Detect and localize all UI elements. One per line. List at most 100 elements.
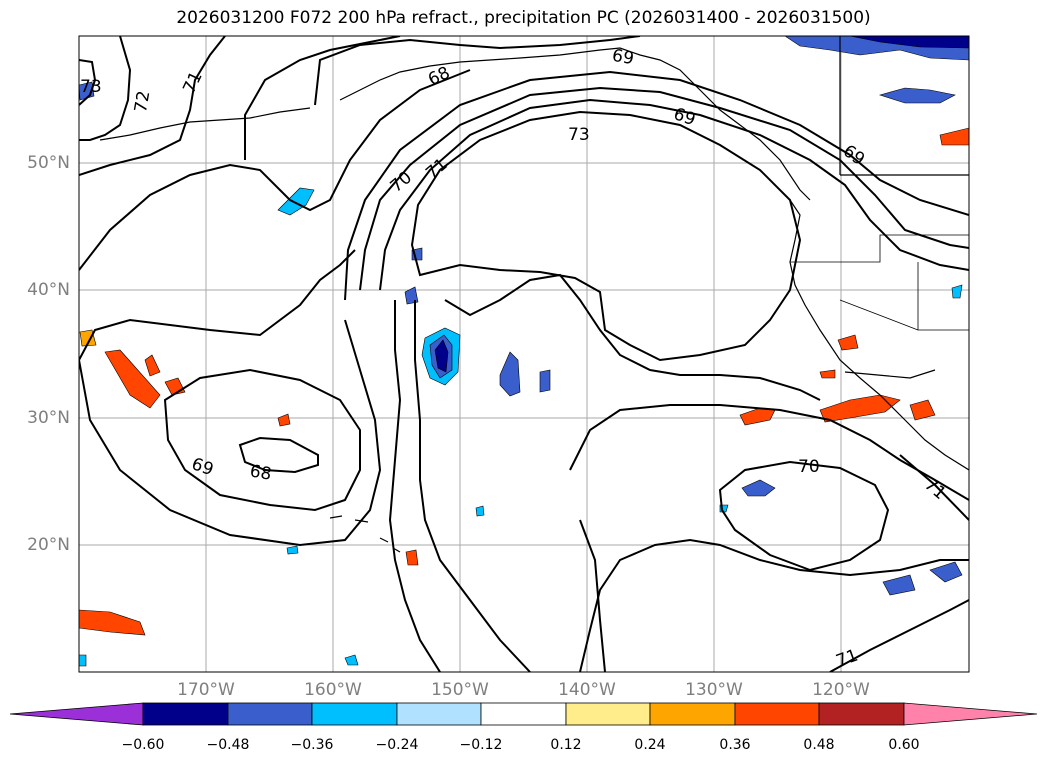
precip-area-e3 — [837, 334, 859, 351]
colorbar-segment — [480, 702, 567, 726]
latitude-label: 20°N — [27, 535, 70, 555]
coastline-west-na — [789, 199, 969, 471]
contour-line-68-west — [238, 436, 319, 474]
contour-line-71-center — [414, 300, 531, 672]
contour-line-70-south — [718, 460, 890, 572]
contour-label: 73 — [568, 125, 590, 145]
precip-area-e4 — [909, 399, 936, 421]
colorbar-segment — [818, 702, 905, 726]
border-us-mexico — [844, 369, 936, 379]
contour-label: 71 — [179, 68, 206, 96]
contour-line-71-south — [569, 404, 969, 501]
colorbar-segment — [649, 702, 736, 726]
precip-area-e — [539, 369, 551, 393]
contour-line-70-left — [79, 69, 471, 271]
precip-shading — [79, 36, 969, 667]
precip-area-e2 — [819, 394, 901, 423]
contour-label: 71 — [920, 475, 949, 504]
precip-area-ne-core — [849, 36, 969, 49]
contour-line-70-west-outer — [79, 319, 382, 547]
precip-area-ne-pos — [939, 127, 969, 146]
colorbar-tick-label: −0.60 — [121, 737, 165, 753]
precip-area-sw1 — [79, 609, 146, 636]
precip-area-c — [404, 286, 419, 305]
precip-area-a — [277, 187, 315, 216]
colorbar-tick-label: −0.24 — [375, 737, 419, 753]
contours — [79, 36, 969, 672]
precip-area-e6 — [741, 479, 776, 497]
precip-area-s5 — [286, 545, 299, 555]
contour-line-71-mid — [388, 300, 441, 672]
contour-line-71-bottom — [579, 519, 606, 672]
precip-area-w1 — [104, 349, 161, 409]
contour-label: 73 — [80, 77, 102, 97]
contour-line-69-top — [244, 36, 401, 160]
latitude-label: 30°N — [27, 408, 70, 428]
precip-area-e1 — [739, 407, 776, 426]
precip-area-w2 — [144, 354, 161, 377]
colorbar-segment-over — [903, 702, 1038, 726]
map-title: 2026031200 F072 200 hPa refract., precip… — [176, 8, 871, 28]
precip-area-s6 — [951, 284, 963, 299]
colorbar-segment — [311, 702, 398, 726]
latitude-label: 50°N — [27, 153, 70, 173]
contour-line-69-nw — [344, 70, 969, 301]
longitude-label: 170°W — [177, 680, 235, 700]
colorbar-segment — [227, 702, 313, 726]
precip-area-ne2 — [878, 87, 956, 104]
precip-area-s1 — [405, 549, 419, 566]
precip-area-w5 — [277, 413, 291, 427]
colorbar — [9, 702, 1038, 726]
colorbar-segment — [565, 702, 651, 726]
contour-line-68-top — [314, 36, 641, 106]
contour-label: 69 — [611, 46, 636, 69]
colorbar-tick-label: −0.12 — [459, 737, 503, 753]
contour-label: 72 — [131, 89, 154, 114]
map-frame — [78, 35, 970, 673]
longitude-label: 150°W — [431, 680, 489, 700]
precip-area-se2 — [929, 561, 963, 583]
border-states-3 — [839, 299, 919, 331]
coastline-aleutians — [99, 107, 311, 141]
contour-label: 68 — [248, 461, 273, 484]
colorbar-segment-under — [9, 702, 144, 726]
contour-line-71-left — [79, 36, 226, 176]
precip-area-s3 — [475, 505, 485, 517]
longitude-label: 130°W — [685, 680, 743, 700]
map-plot-area: 73 72 71 68 69 70 71 73 69 69 69 68 70 7… — [79, 36, 969, 672]
contour-line-69-west — [163, 368, 361, 512]
contour-line-72-left — [79, 36, 132, 141]
precip-area-d — [499, 351, 521, 397]
colorbar-segment — [734, 702, 820, 726]
colorbar-tick-label: 0.36 — [719, 737, 751, 753]
longitude-label: 120°W — [812, 680, 870, 700]
colorbar-tick-label: 0.24 — [634, 737, 666, 753]
colorbar-tick-label: 0.12 — [550, 737, 582, 753]
contour-line-73-inner — [410, 110, 802, 362]
contour-line-73-left — [79, 59, 97, 106]
border-states-2 — [917, 262, 969, 331]
contour-line-70-west-basin — [79, 249, 356, 361]
contour-label: 70 — [387, 168, 416, 197]
longitude-label: 160°W — [304, 680, 362, 700]
colorbar-tick-label: −0.48 — [206, 737, 250, 753]
colorbar-tick-label: −0.36 — [290, 737, 334, 753]
latitude-label: 40°N — [27, 280, 70, 300]
precip-area-s4 — [79, 654, 87, 667]
precip-area-s2 — [344, 654, 359, 666]
precip-area-w3 — [164, 377, 186, 396]
contour-line-71-basin — [444, 273, 821, 401]
coastlines — [99, 36, 969, 553]
longitude-label: 140°W — [558, 680, 616, 700]
contour-line-71 — [379, 98, 969, 291]
border-states-1 — [790, 234, 969, 263]
contour-label: 70 — [798, 457, 820, 477]
contour-line-70 — [359, 86, 969, 291]
colorbar-segment — [396, 702, 482, 726]
contour-label: 71 — [422, 154, 451, 183]
contour-line-71-se-corner — [829, 599, 969, 672]
precip-area-e5 — [819, 369, 836, 379]
precip-area-se1 — [882, 574, 916, 596]
colorbar-segment — [142, 702, 229, 726]
